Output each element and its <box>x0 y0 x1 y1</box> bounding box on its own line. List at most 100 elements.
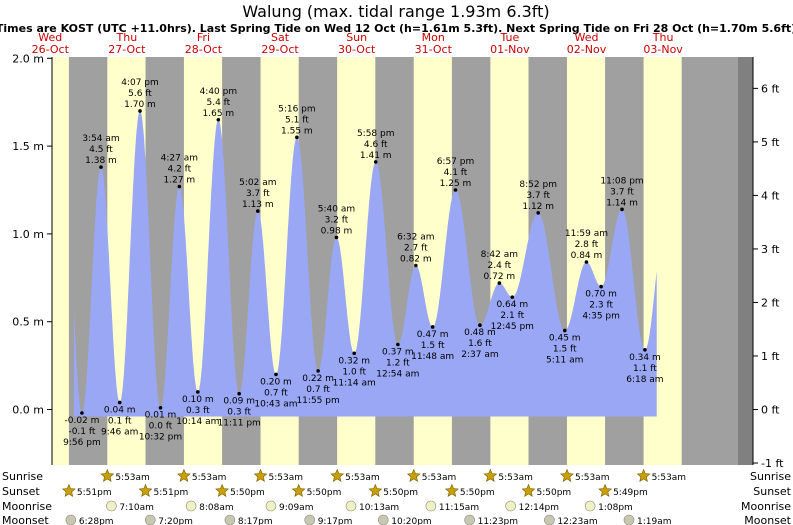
sunset-sun-icon <box>138 483 153 497</box>
left-tick-label: 0.0 m <box>12 404 44 417</box>
high-tide-label: 5:16 pm <box>278 104 316 114</box>
sunset-sun-icon <box>598 483 613 497</box>
tide-point <box>373 160 378 164</box>
left-tick-label: 1.5 m <box>12 140 44 153</box>
sunrise-time: 5:53am <box>192 473 227 483</box>
tide-labels: -0.02 m-0.1 ft9:56 pm 3:54 am4.5 ft1.38 m… <box>63 78 663 448</box>
low-tide-label: 0.0 ft <box>149 422 173 432</box>
low-tide-label: 0.20 m <box>260 377 292 387</box>
low-tide-label: 1.5 ft <box>421 341 445 351</box>
day-date: 30-Oct <box>338 43 376 56</box>
low-tide-label: 9:56 pm <box>63 438 101 448</box>
moonset-time: 12:23am <box>557 517 597 525</box>
row-label-left: Moonrise <box>2 500 52 513</box>
sunset-time: 5:49pm <box>613 488 648 498</box>
moonset-time: 9:17pm <box>318 517 353 525</box>
low-tide-label: 0.37 m <box>382 348 414 358</box>
sun-moon-rows: Sunrise Sunrise Sunset Sunset Moonrise Moonri… <box>2 468 792 525</box>
tide-point <box>138 109 142 113</box>
sunset-time: 5:50pm <box>230 488 265 498</box>
sunset-sun-icon <box>61 483 76 497</box>
high-tide-label: 0.72 m <box>484 272 516 282</box>
moonrise-time: 10:13am <box>359 503 399 513</box>
chart-title: Walung (max. tidal range 1.93m 6.3ft) <box>242 2 549 21</box>
tide-point <box>414 263 418 268</box>
high-tide-label: 5.4 ft <box>206 98 230 108</box>
low-tide-label: 12:45 pm <box>491 322 534 332</box>
low-tide-label: 2.1 ft <box>500 311 524 321</box>
moonrise-moon-icon <box>584 500 596 512</box>
sunrise-time: 5:53am <box>345 473 380 483</box>
low-tide-label: 10:14 am <box>176 417 219 427</box>
day-name: Thu <box>116 31 138 44</box>
low-tide-label: 1.5 ft <box>553 344 577 354</box>
moonset-time: 11:23pm <box>478 517 518 525</box>
low-tide-label: 4:35 pm <box>582 312 620 322</box>
tide-point <box>478 323 482 328</box>
left-tick-label: 0.5 m <box>12 316 44 329</box>
high-tide-label: 1.27 m <box>164 175 196 185</box>
high-tide-label: 1.13 m <box>242 200 274 210</box>
high-tide-label: 4.5 ft <box>89 145 113 155</box>
sunset-time: 5:50pm <box>383 488 418 498</box>
day-band <box>52 57 69 465</box>
tide-point <box>599 284 603 289</box>
high-tide-label: 0.84 m <box>571 251 603 261</box>
moonrise-moon-icon <box>106 500 117 512</box>
high-tide-label: 3:54 am <box>82 134 119 144</box>
day-name: Thu <box>652 31 674 44</box>
right-tick-label: 2 ft <box>761 296 780 309</box>
low-tide-label: 0.45 m <box>549 333 581 343</box>
high-tide-label: 8:42 am <box>481 250 518 260</box>
right-tick-label: 1 ft <box>761 350 780 363</box>
moonrise-time: 9:09am <box>279 503 314 513</box>
row-label-right: Moonrise <box>741 500 791 513</box>
tide-point <box>643 347 647 352</box>
high-tide-label: 5:58 pm <box>357 129 395 139</box>
tide-point <box>256 209 260 213</box>
right-margin-bar <box>738 57 753 465</box>
moonrise-time: 7:10am <box>119 503 154 513</box>
day-name: Wed <box>575 31 599 44</box>
moonrise-moon-icon <box>345 500 357 512</box>
high-tide-label: 5:40 am <box>318 204 355 214</box>
sunset-time: 5:50pm <box>307 488 342 498</box>
sunrise-time: 5:53am <box>422 473 457 483</box>
sunset-sun-icon <box>368 483 383 497</box>
low-tide-label: 0.32 m <box>338 356 370 366</box>
high-tide-label: 2.7 ft <box>404 244 428 254</box>
right-tick-label: 5 ft <box>761 136 780 149</box>
high-tide-label: 1.14 m <box>606 198 638 208</box>
high-tide-label: 4:07 pm <box>121 78 159 88</box>
day-name: Wed <box>38 31 62 44</box>
moonset-moon-icon <box>623 514 635 525</box>
day-date: 27-Oct <box>108 43 146 56</box>
tide-area <box>73 111 657 417</box>
low-tide-label: 0.7 ft <box>264 388 288 398</box>
row-label-right: Sunrise <box>750 470 791 483</box>
row-label-left: Moonset <box>2 514 49 525</box>
sunrise-sun-icon <box>406 468 421 482</box>
left-tick-label: 1.0 m <box>12 228 44 241</box>
tide-point <box>497 281 502 285</box>
tide-point <box>396 342 400 347</box>
day-date: 03-Nov <box>643 43 683 56</box>
moonrise-time: 11:15am <box>439 503 479 513</box>
low-tide-label: 1.2 ft <box>386 359 410 369</box>
moonrise-time: 1:08pm <box>598 503 633 513</box>
low-tide-label: 1.1 ft <box>633 364 657 374</box>
high-tide-label: 4.6 ft <box>364 140 388 150</box>
moonset-moon-icon <box>304 514 315 525</box>
low-tide-label: 0.3 ft <box>227 408 251 418</box>
moonrise-moon-icon <box>505 500 516 512</box>
high-tide-label: 2.4 ft <box>487 261 511 271</box>
low-tide-label: -0.02 m <box>64 416 99 426</box>
sunrise-time: 5:53am <box>575 473 610 483</box>
tide-point <box>562 328 567 333</box>
tide-point <box>430 325 435 329</box>
high-tide-label: 2.8 ft <box>575 240 599 250</box>
high-tide-label: 0.82 m <box>400 255 432 265</box>
sunrise-time: 5:53am <box>269 473 304 483</box>
chart-frame <box>51 57 754 465</box>
high-tide-label: 1.70 m <box>124 100 156 110</box>
